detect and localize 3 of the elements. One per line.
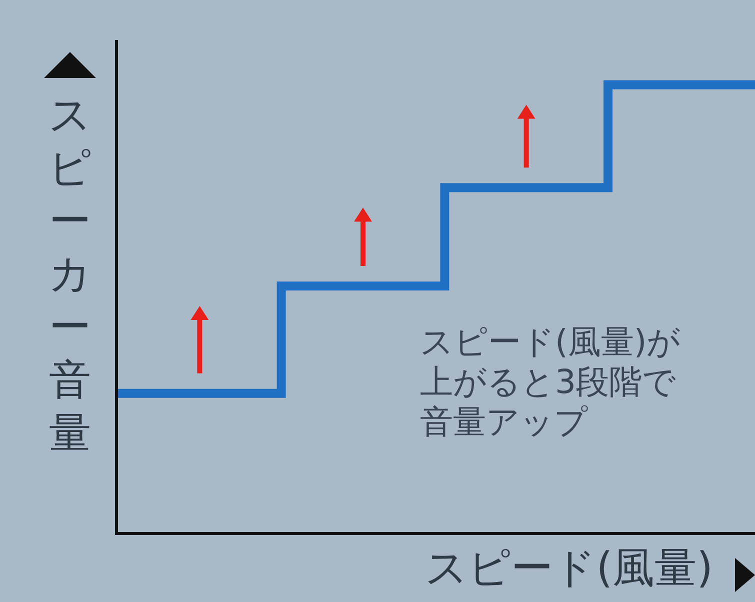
x-axis-title: スピード(風量) — [425, 542, 713, 594]
y-axis-title: スピーカー音量 — [48, 89, 92, 459]
annotation: スピード(風量)が上がると3段階で音量アップ — [420, 322, 682, 442]
